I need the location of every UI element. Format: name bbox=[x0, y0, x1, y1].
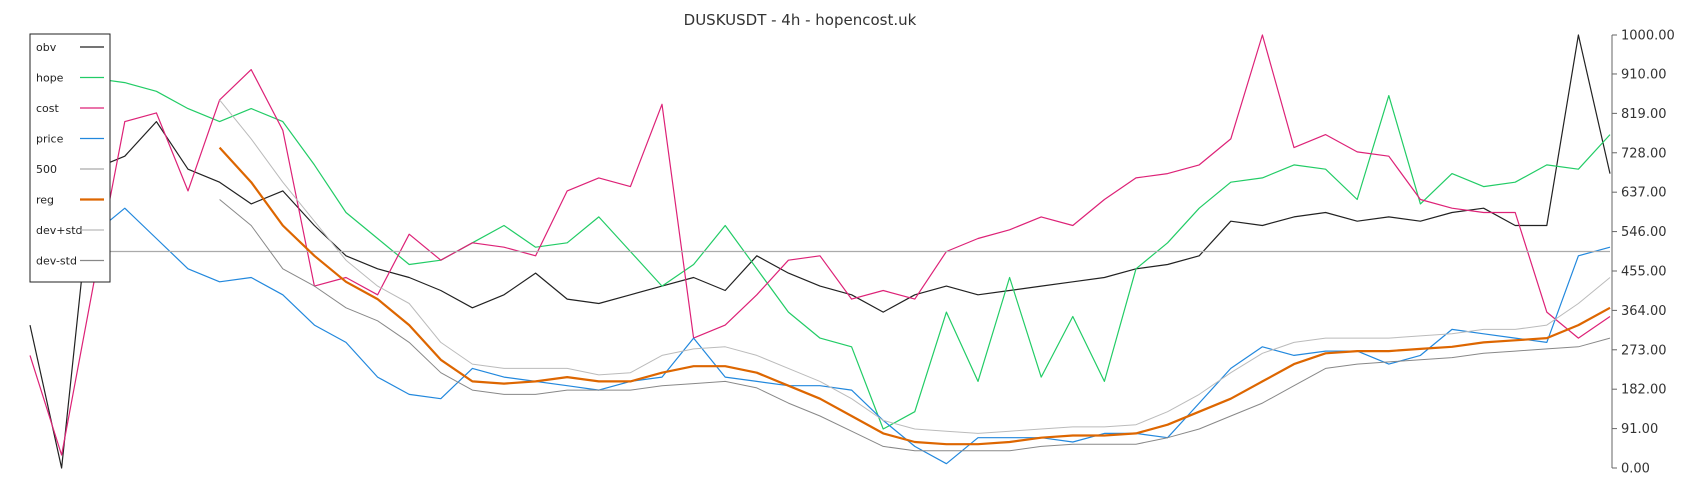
series-line-price bbox=[29, 173, 1611, 465]
legend-label: cost bbox=[36, 102, 60, 115]
legend-label: price bbox=[36, 133, 64, 146]
series-line-dev-std bbox=[219, 99, 1611, 434]
y-tick-label: 91.00 bbox=[1621, 422, 1658, 437]
y-tick-label: 546.00 bbox=[1621, 225, 1667, 240]
series-line-reg bbox=[218, 146, 1611, 446]
legend: obv hope cost price 500 reg dev+std dev-std bbox=[29, 33, 111, 283]
series-layer bbox=[29, 34, 1611, 469]
y-tick-label: 637.00 bbox=[1621, 186, 1667, 201]
series-line-dev-std bbox=[219, 199, 1611, 452]
y-tick-label: 728.00 bbox=[1621, 146, 1667, 161]
y-tick-label: 182.00 bbox=[1621, 383, 1667, 398]
legend-box bbox=[29, 33, 111, 283]
y-tick-label: 364.00 bbox=[1621, 304, 1667, 319]
y-tick-label: 1000.00 bbox=[1621, 29, 1675, 44]
legend-label: dev+std bbox=[36, 224, 83, 237]
y-tick-label: 910.00 bbox=[1621, 67, 1667, 82]
y-axis: 0.00 91.00 182.00 273.00 364.00 455.00 546.00 6… bbox=[1611, 29, 1675, 477]
legend-label: 500 bbox=[36, 163, 57, 176]
legend-label: reg bbox=[36, 194, 54, 207]
legend-label: hope bbox=[36, 72, 64, 85]
y-tick-label: 273.00 bbox=[1621, 343, 1667, 358]
y-tick-label: 455.00 bbox=[1621, 264, 1667, 279]
y-tick-label: 0.00 bbox=[1621, 462, 1650, 477]
y-tick-label: 819.00 bbox=[1621, 107, 1667, 122]
series-line-cost bbox=[29, 34, 1611, 456]
legend-label: obv bbox=[36, 41, 57, 54]
legend-label: dev-std bbox=[36, 255, 77, 268]
series-line-hope bbox=[29, 60, 1611, 430]
chart-title: DUSKUSDT - 4h - hopencost.uk bbox=[684, 11, 917, 29]
series-line-obv bbox=[29, 34, 1611, 469]
